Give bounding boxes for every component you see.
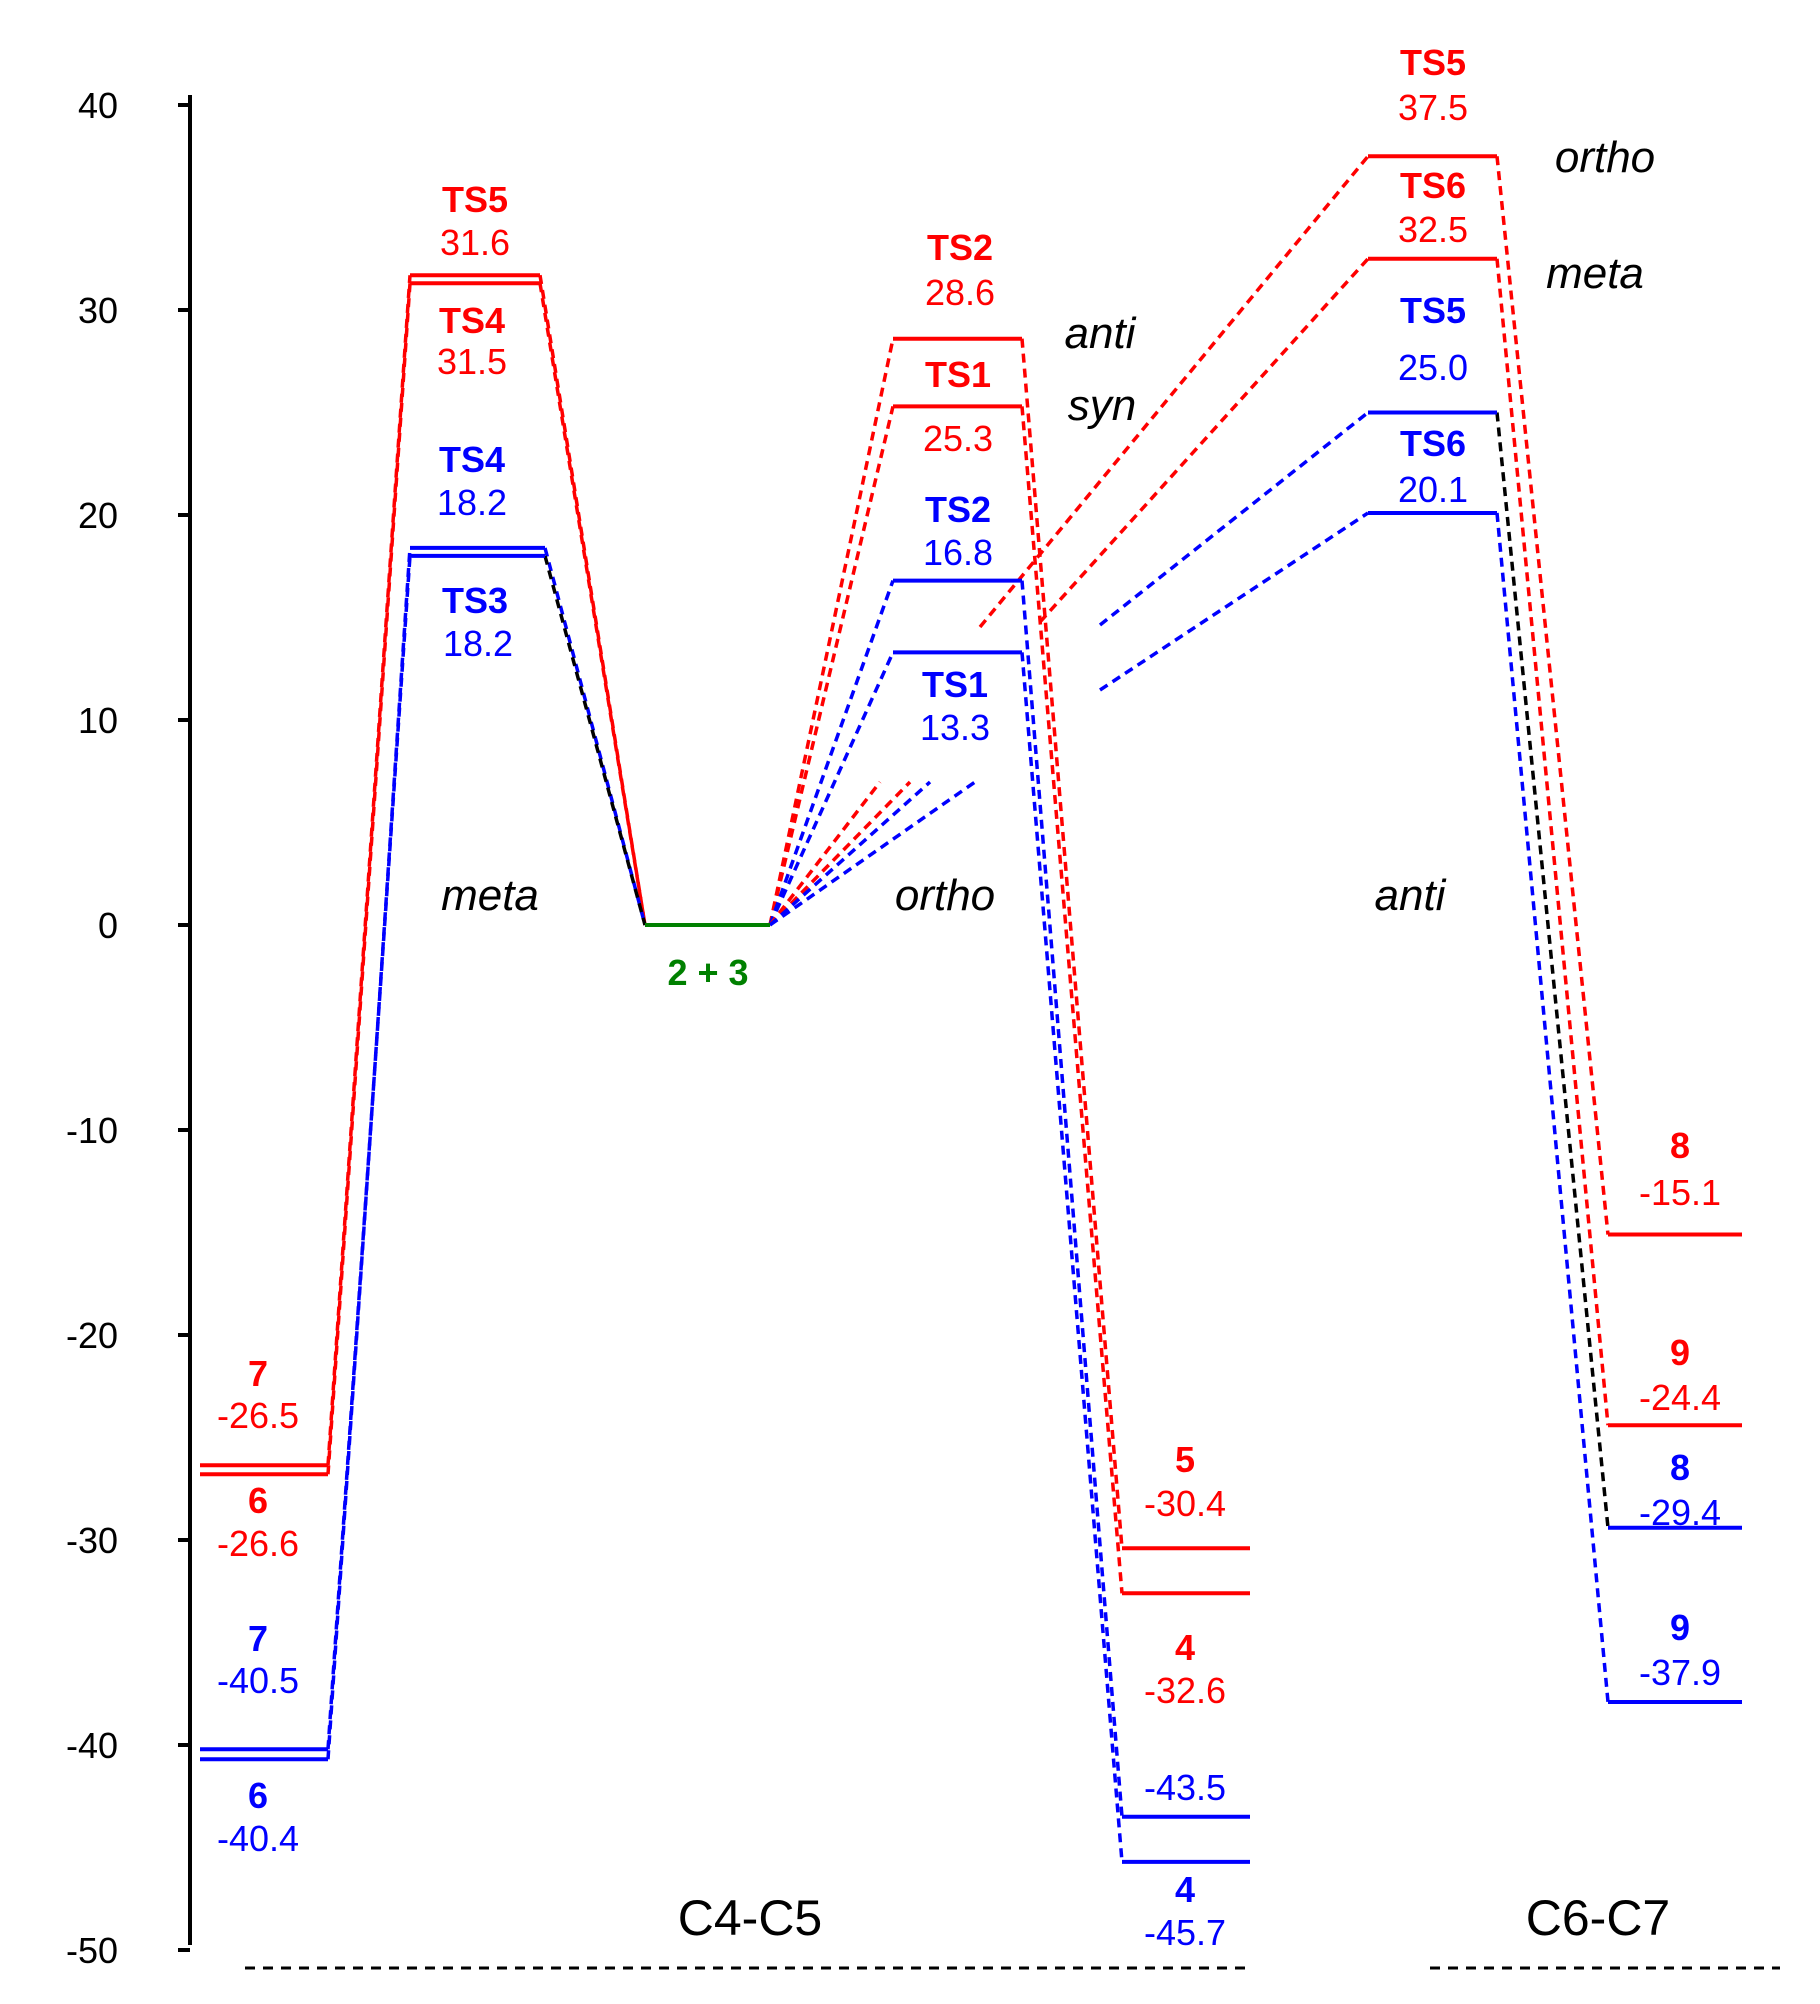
connector-ts1-4 xyxy=(1020,406,1124,1594)
level-label-ts4b_m: TS4 xyxy=(439,439,505,480)
connector-6-ts3 xyxy=(326,555,412,1750)
y-tick-label: 10 xyxy=(78,700,118,741)
level-label-ts3b_m: TS3 xyxy=(442,580,508,621)
connector-reactant-ts1b xyxy=(768,651,895,926)
level-value-p5b: -43.5 xyxy=(1144,1767,1226,1808)
y-tick-label: 30 xyxy=(78,290,118,331)
level-label-ts6b_a: TS6 xyxy=(1400,423,1466,464)
level-value-ts6b_a: 20.1 xyxy=(1398,469,1468,510)
connector-stub-2 xyxy=(768,780,912,927)
connector-reactant-ts2b xyxy=(768,580,895,926)
level-value-ts1b_o: 13.3 xyxy=(920,707,990,748)
connector-anti-ts6 xyxy=(1038,257,1370,624)
level-label-p4r: 4 xyxy=(1175,1627,1195,1668)
level-label-ts1r_o: TS1 xyxy=(925,354,991,395)
connector-ts3-reactant xyxy=(543,555,647,926)
annotation-anti-mid: anti xyxy=(1375,871,1447,920)
connector-ts5b-8 xyxy=(1495,412,1610,1528)
level-label-ts4r_m: TS4 xyxy=(439,300,505,341)
level-label-p5r: 5 xyxy=(1175,1439,1195,1480)
level-label-ts1b_o: TS1 xyxy=(922,664,988,705)
level-value-p7b: -40.5 xyxy=(217,1660,299,1701)
level-label-ts5r_m: TS5 xyxy=(442,179,508,220)
connector-reactant-ts2 xyxy=(768,338,895,926)
level-label-p9b: 9 xyxy=(1670,1607,1690,1648)
level-label-ts6r_a: TS6 xyxy=(1400,165,1466,206)
annotation-anti-top: anti xyxy=(1065,309,1137,358)
region-label-c6c7: C6-C7 xyxy=(1526,1890,1670,1946)
connector-ts1b-4 xyxy=(1020,652,1124,1862)
level-value-p9b: -37.9 xyxy=(1639,1652,1721,1693)
level-value-p8r: -15.1 xyxy=(1639,1172,1721,1213)
level-value-p9r: -24.4 xyxy=(1639,1377,1721,1418)
level-value-p5r: -30.4 xyxy=(1144,1483,1226,1524)
level-value-ts5r_a: 37.5 xyxy=(1398,87,1468,128)
level-label-p9r: 9 xyxy=(1670,1332,1690,1373)
connector-6-ts4 xyxy=(326,283,412,1475)
region-label-c4c5: C4-C5 xyxy=(678,1890,822,1946)
level-value-ts5r_m: 31.6 xyxy=(440,222,510,263)
level-value-ts2b_o: 16.8 xyxy=(923,532,993,573)
connector-anti-ts5 xyxy=(978,155,1370,629)
level-value-p4b: -45.7 xyxy=(1144,1912,1226,1953)
level-value-ts4r_m: 31.5 xyxy=(437,341,507,382)
connector-stub-3 xyxy=(768,780,932,927)
level-value-ts5b_a: 25.0 xyxy=(1398,347,1468,388)
level-label-ts2r_o: TS2 xyxy=(927,227,993,268)
level-value-ts6r_a: 32.5 xyxy=(1398,209,1468,250)
reactant-label: 2 + 3 xyxy=(667,952,748,993)
annotation-ortho: ortho xyxy=(895,871,995,920)
annotation-meta: meta xyxy=(441,871,539,920)
y-tick-label: -10 xyxy=(66,1110,118,1151)
connector-anti-ts6b xyxy=(1099,511,1369,692)
connector-ts2-5 xyxy=(1020,338,1124,1549)
level-label-ts5r_a: TS5 xyxy=(1400,42,1466,83)
level-value-ts1r_o: 25.3 xyxy=(923,418,993,459)
y-tick-label: 0 xyxy=(98,905,118,946)
y-tick-label: 20 xyxy=(78,495,118,536)
annotation-ortho-top: ortho xyxy=(1555,133,1655,182)
level-label-p6r: 6 xyxy=(248,1480,268,1521)
connector-reactant-ts1 xyxy=(768,405,895,926)
connector-ts6b-9 xyxy=(1495,512,1610,1703)
level-label-p7r: 7 xyxy=(248,1353,268,1394)
level-value-ts2r_o: 28.6 xyxy=(925,272,995,313)
y-tick-label: -30 xyxy=(66,1520,118,1561)
y-tick-label: -20 xyxy=(66,1315,118,1356)
connectors xyxy=(326,155,1610,1862)
level-value-ts4b_m: 18.2 xyxy=(437,482,507,523)
annotation-syn: syn xyxy=(1068,381,1136,430)
connector-stub-4 xyxy=(768,780,977,927)
level-label-p8r: 8 xyxy=(1670,1125,1690,1166)
level-value-ts3b_m: 18.2 xyxy=(443,623,513,664)
energy-levels xyxy=(200,154,1742,1864)
y-axis-ticks: 40 30 20 10 0 -10 -20 -30 -40 -50 xyxy=(66,85,190,1971)
annotation-meta-top: meta xyxy=(1546,249,1644,298)
connector-7-ts4 xyxy=(326,547,412,1760)
level-label-p7b: 7 xyxy=(248,1618,268,1659)
connector-ts5-8 xyxy=(1495,156,1610,1235)
connector-ts6-9 xyxy=(1495,258,1610,1426)
level-value-p8b: -29.4 xyxy=(1639,1492,1721,1533)
connector-stub-1 xyxy=(768,780,882,927)
level-labels: 7-26.56-26.67-40.56-40.4TS531.6TS431.5TS… xyxy=(217,42,1721,1953)
connector-ts4-reactant xyxy=(538,282,647,926)
connector-ts2b-5 xyxy=(1020,580,1124,1817)
connector-7-ts5 xyxy=(326,275,412,1466)
y-tick-label: -50 xyxy=(66,1930,118,1971)
level-value-p6r: -26.6 xyxy=(217,1523,299,1564)
connector-anti-ts5b xyxy=(1098,411,1370,627)
level-label-ts2b_o: TS2 xyxy=(925,489,991,530)
level-label-p4b: 4 xyxy=(1175,1869,1195,1910)
level-value-p7r: -26.5 xyxy=(217,1395,299,1436)
y-tick-label: -40 xyxy=(66,1725,118,1766)
level-value-p6b: -40.4 xyxy=(217,1818,299,1859)
y-tick-label: 40 xyxy=(78,85,118,126)
level-label-p6b: 6 xyxy=(248,1775,268,1816)
level-label-p8b: 8 xyxy=(1670,1447,1690,1488)
level-label-ts5b_a: TS5 xyxy=(1400,290,1466,331)
level-value-p4r: -32.6 xyxy=(1144,1670,1226,1711)
